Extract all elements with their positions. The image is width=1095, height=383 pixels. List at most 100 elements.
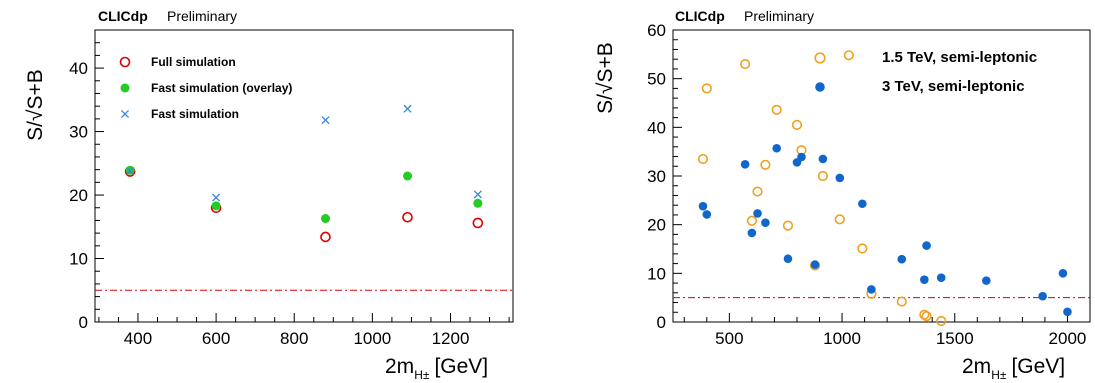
- plot-frame: [672, 29, 1091, 323]
- legend-label: 1.5 TeV, semi-leptonic: [882, 49, 1037, 66]
- x-tick-label: 1000: [353, 329, 391, 348]
- data-point: [834, 214, 845, 225]
- data-point: [752, 186, 763, 197]
- data-point: [761, 218, 770, 228]
- data-point: [1058, 269, 1068, 278]
- x-axis-title-unit: [GeV]: [1011, 355, 1065, 378]
- data-point: [782, 220, 794, 231]
- x-axis-title-main: 2m: [385, 355, 414, 378]
- x-axis-title-sub: H±: [991, 368, 1007, 382]
- y-tick-label: 30: [69, 123, 88, 142]
- data-point: [817, 170, 828, 182]
- data-point: [321, 116, 330, 125]
- data-point: [797, 152, 806, 162]
- data-point: [211, 201, 221, 211]
- brand-status: Preliminary: [744, 8, 814, 24]
- legend-label: Full simulation: [151, 55, 236, 69]
- x-axis-title: 2mH± [GeV]: [385, 355, 488, 382]
- data-point: [936, 315, 947, 327]
- y-tick-label: 0: [79, 313, 88, 332]
- data-point: [835, 173, 845, 183]
- data-point: [858, 199, 867, 209]
- x-axis-title-main: 2m: [962, 355, 991, 378]
- data-point: [473, 190, 482, 199]
- brand-experiment: CLICdp: [675, 8, 725, 24]
- chart-panel-left: 400 600 800 1000 1200 0 10 20 30 40 Full simulati…: [24, 8, 514, 382]
- legend-marker: [119, 56, 131, 68]
- legend: 1.5 TeV, semi-leptonic 3 TeV, semi-lepton…: [814, 49, 1037, 95]
- data-point: [473, 198, 483, 208]
- legend-label: Fast simulation (overlay): [151, 81, 292, 95]
- data-point: [772, 143, 781, 153]
- brand-experiment: CLICdp: [98, 8, 148, 24]
- legend-label: 3 TeV, semi-leptonic: [882, 78, 1025, 95]
- data-point: [897, 254, 907, 264]
- data-point: [403, 104, 412, 113]
- y-tick-label: 40: [69, 59, 88, 78]
- data-point: [402, 211, 413, 223]
- plot-frame: [94, 29, 514, 323]
- chart-panel-right: 500 1000 1500 2000 0 10 20 30 40 50 60 1.5 TeV, se…: [594, 8, 1091, 382]
- data-point: [472, 217, 484, 229]
- x-tick-label: 800: [280, 329, 308, 348]
- x-tick-label: 1000: [823, 329, 861, 348]
- data-point: [1038, 291, 1047, 301]
- data-point: [896, 296, 907, 307]
- y-tick-label: 40: [647, 118, 666, 137]
- data-point: [747, 228, 757, 238]
- data-point: [818, 154, 828, 164]
- data-point: [982, 276, 991, 285]
- y-axis-title: S/√S+B: [24, 69, 47, 141]
- data-point: [810, 260, 820, 269]
- y-tick-label: 20: [69, 186, 88, 205]
- legend-marker: [120, 109, 130, 119]
- data-point: [936, 273, 946, 283]
- y-tick-label: 10: [647, 264, 666, 283]
- x-tick-label: 600: [202, 329, 230, 348]
- x-tick-label: 2000: [1049, 329, 1087, 348]
- y-tick-label: 20: [647, 216, 666, 235]
- x-tick-label: 1500: [936, 329, 974, 348]
- data-point: [867, 285, 876, 294]
- data-point: [922, 241, 931, 250]
- y-tick-label: 30: [647, 167, 666, 186]
- data-point: [857, 243, 868, 254]
- data-point: [212, 193, 221, 202]
- data-point: [843, 50, 854, 61]
- legend-marker: [815, 82, 825, 92]
- data-point: [698, 201, 708, 211]
- x-tick-label: 1200: [432, 329, 470, 348]
- x-tick-label: 400: [124, 329, 152, 348]
- data-point: [320, 231, 331, 243]
- y-tick-label: 50: [647, 70, 666, 89]
- x-axis-title-sub: H±: [414, 368, 430, 382]
- data-point: [919, 309, 930, 320]
- tick-group: 400 600 800 1000 1200 0 10 20 30 40: [69, 42, 510, 348]
- data-marks-group: [124, 104, 484, 243]
- data-point: [740, 160, 750, 169]
- data-point: [921, 311, 932, 322]
- legend-label: Fast simulation: [151, 107, 239, 121]
- data-point: [320, 214, 330, 224]
- x-tick-label: 500: [715, 329, 743, 348]
- data-point: [791, 119, 803, 130]
- data-point: [740, 58, 751, 70]
- data-point: [920, 275, 929, 284]
- data-point: [701, 83, 712, 94]
- x-axis-title: 2mH± [GeV]: [962, 355, 1065, 382]
- data-point: [1063, 307, 1072, 317]
- y-tick-label: 60: [647, 21, 666, 40]
- legend-marker: [120, 83, 130, 93]
- x-axis-title-unit: [GeV]: [434, 355, 488, 378]
- data-point: [783, 254, 793, 264]
- data-point: [753, 209, 762, 218]
- brand-status: Preliminary: [167, 8, 237, 24]
- legend: Full simulation Fast simulation (overlay)…: [119, 55, 292, 121]
- data-point: [697, 153, 709, 165]
- y-tick-label: 0: [657, 313, 666, 332]
- tick-group: 500 1000 1500 2000 0 10 20 30 40 50 60: [647, 21, 1091, 348]
- data-point: [760, 159, 771, 170]
- data-point: [403, 171, 413, 181]
- legend-marker: [814, 52, 826, 64]
